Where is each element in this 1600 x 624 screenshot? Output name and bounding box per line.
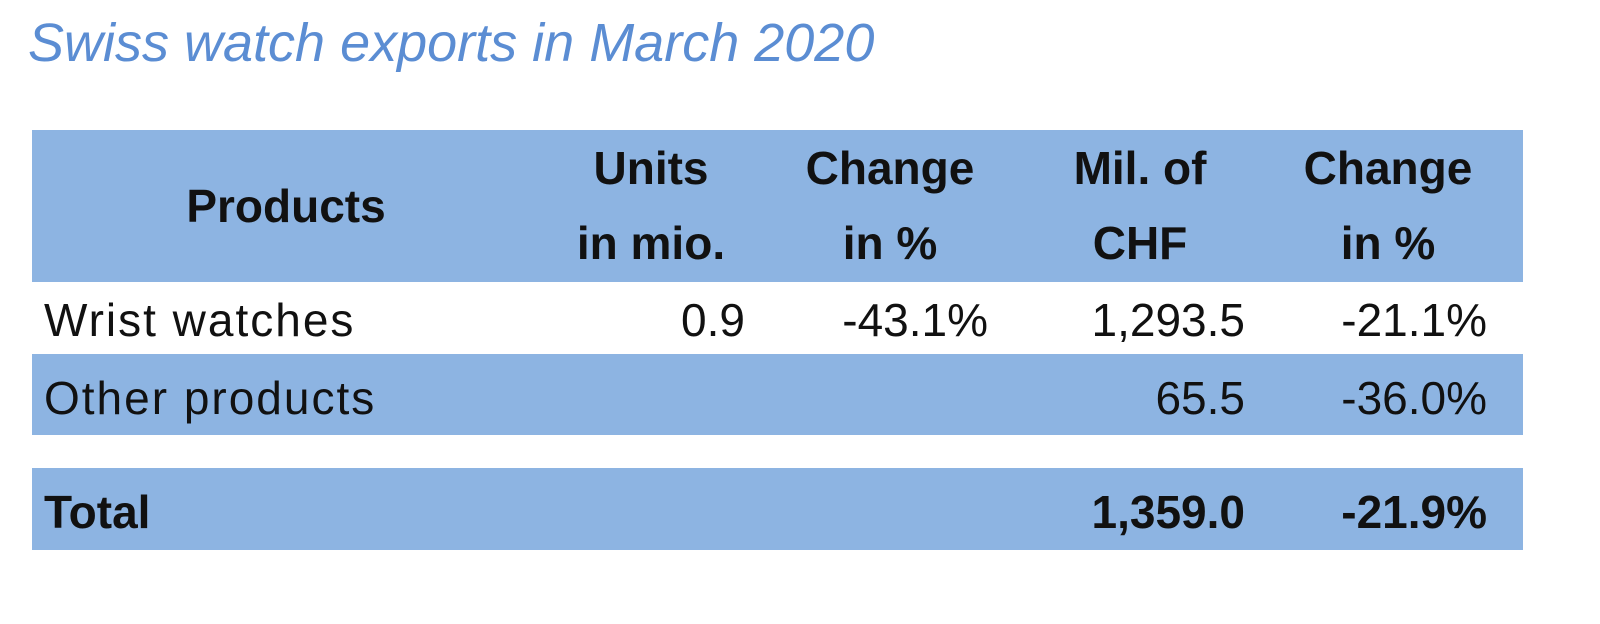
header-line: Mil. of — [1073, 142, 1207, 194]
cell-value: 0.9 — [681, 294, 745, 346]
cell-value: -36.0% — [1341, 372, 1487, 424]
header-line: Change — [805, 142, 975, 194]
header-line: Change — [1303, 142, 1473, 194]
header-line: Units — [593, 142, 709, 194]
header-band — [32, 130, 1523, 282]
header-line: Products — [186, 179, 386, 232]
header-cell: Products — [146, 130, 426, 282]
cell-value: 65.5 — [1155, 372, 1245, 424]
header-line: CHF — [1092, 217, 1188, 269]
header-cell: Units in mio. — [511, 130, 791, 282]
row-label: Total — [44, 486, 151, 538]
total-band — [32, 468, 1523, 550]
header-cell: Change in % — [1248, 130, 1528, 282]
cell-value: -21.9% — [1341, 486, 1487, 538]
row-band — [32, 354, 1523, 435]
header-line: in mio. — [576, 217, 726, 269]
header-cell: Mil. of CHF — [1000, 130, 1280, 282]
header-line: in % — [1340, 217, 1436, 269]
cell-value: -43.1% — [842, 294, 988, 346]
header-line: in % — [842, 217, 938, 269]
title: Swiss watch exports in March 2020 — [28, 13, 875, 73]
header-cell: Change in % — [750, 130, 1030, 282]
cell-value: 1,359.0 — [1091, 486, 1245, 538]
cell-value: 1,293.5 — [1091, 294, 1245, 346]
row-label: Wrist watches — [44, 294, 356, 346]
row-label: Other products — [44, 372, 377, 424]
cell-value: -21.1% — [1341, 294, 1487, 346]
